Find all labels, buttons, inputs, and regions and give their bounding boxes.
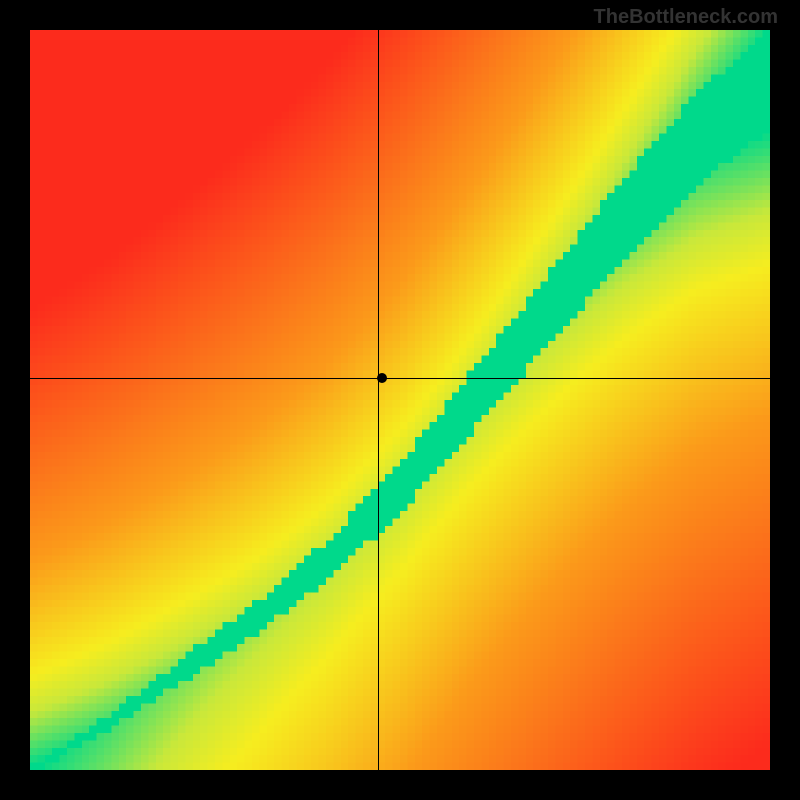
crosshair-horizontal <box>30 378 770 379</box>
plot-area <box>30 30 770 770</box>
selection-marker <box>377 373 387 383</box>
crosshair-vertical <box>378 30 379 770</box>
watermark-text: TheBottleneck.com <box>594 6 778 29</box>
heatmap-canvas <box>30 30 770 770</box>
